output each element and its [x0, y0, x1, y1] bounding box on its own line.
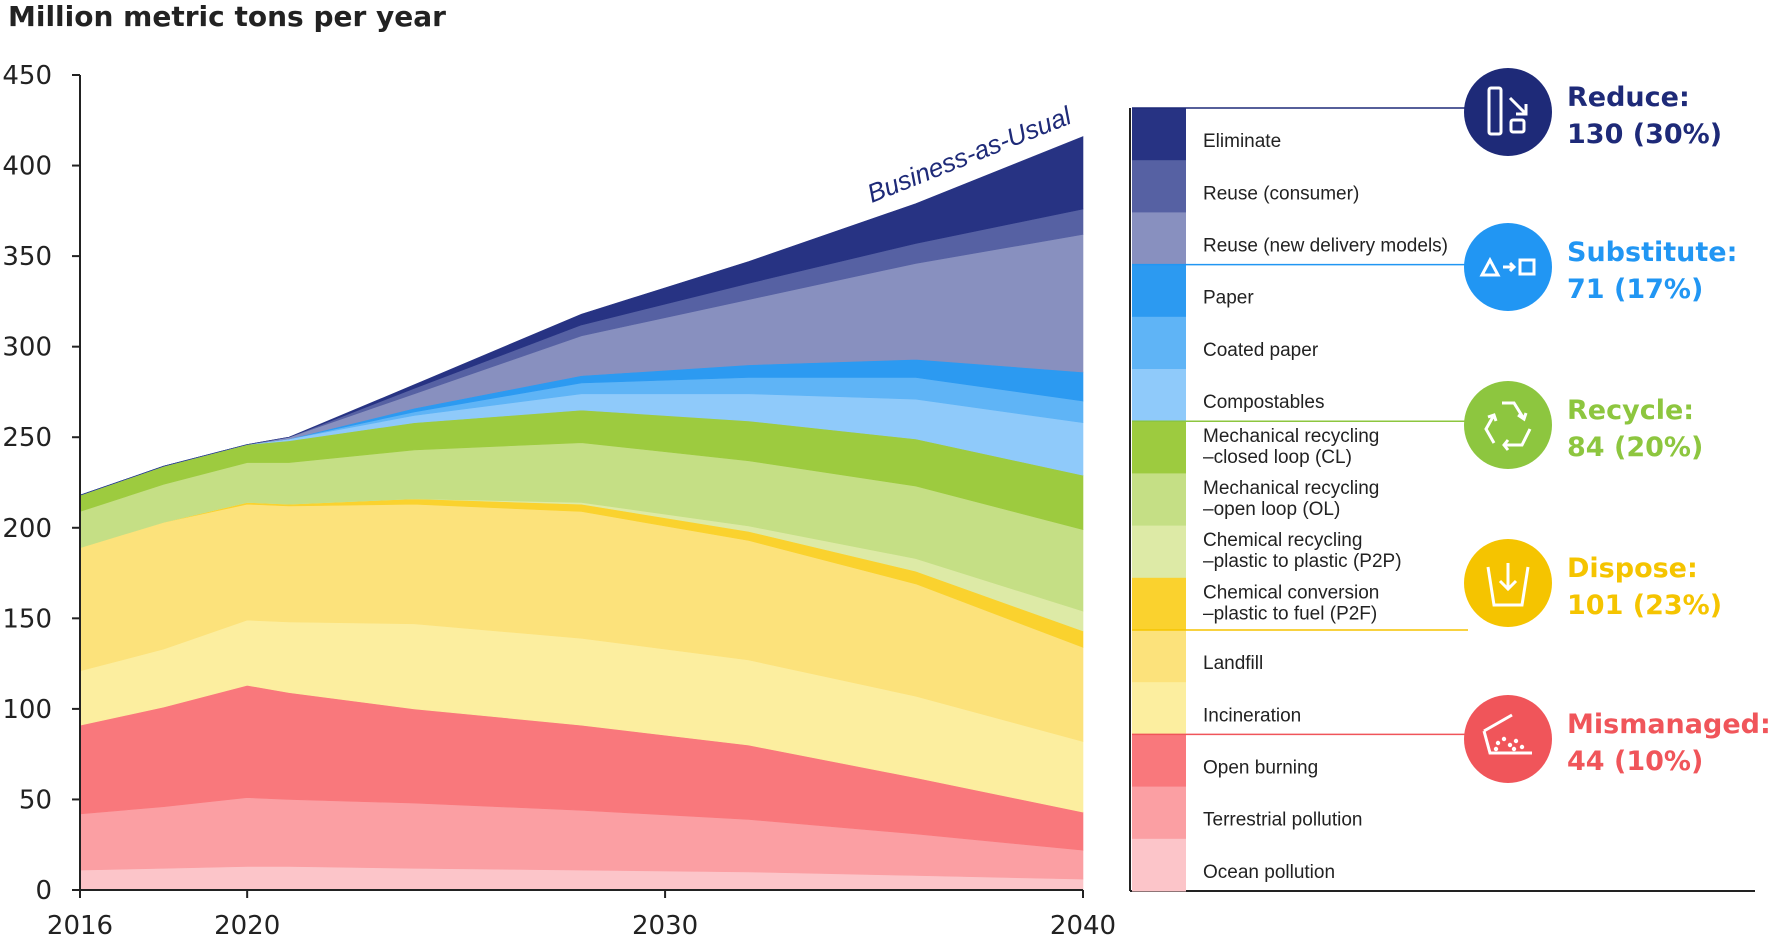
legend-swatch-chemical-recycling-plastic-to-plastic-p2p: [1132, 525, 1186, 579]
dispose-icon-glyph: [1486, 563, 1530, 607]
legend-label-terrestrial-pollution: Terrestrial pollution: [1203, 810, 1362, 831]
x-tick-label: 2030: [632, 911, 698, 941]
legend-swatch-mechanical-recycling-open-loop-ol: [1132, 473, 1186, 527]
legend-label-incineration: Incineration: [1203, 705, 1301, 726]
legend-label-landfill: Landfill: [1203, 653, 1263, 674]
legend-swatch-terrestrial-pollution: [1132, 786, 1186, 840]
legend-swatch-coated-paper: [1132, 316, 1186, 370]
legend-label-reuse-consumer: Reuse (consumer): [1203, 183, 1359, 204]
y-tick-label: 400: [2, 152, 52, 182]
legend-swatch-chemical-conversion-plastic-to-fuel-p2f: [1132, 577, 1186, 631]
legend-swatch-landfill: [1132, 630, 1186, 683]
y-tick-label: 450: [2, 61, 52, 91]
legend-swatch-reuse-new-delivery-models: [1132, 212, 1186, 266]
legend-label-coated-paper: Coated paper: [1203, 340, 1319, 361]
legend-label-paper: Paper: [1203, 288, 1254, 309]
y-tick-label: 200: [2, 514, 52, 544]
y-tick-label: 100: [2, 695, 52, 725]
legend-swatch-incineration: [1132, 682, 1186, 735]
group-label-dispose: Dispose:: [1567, 553, 1698, 584]
group-label-substitute: Substitute:: [1567, 237, 1737, 268]
x-tick-label: 2016: [47, 911, 113, 941]
legend-swatch-mechanical-recycling-closed-loop-cl: [1132, 421, 1186, 474]
group-value-dispose: 101 (23%): [1567, 590, 1722, 621]
group-value-reduce: 130 (30%): [1567, 119, 1722, 150]
area-layers: Business-as-Usual: [79, 100, 1084, 891]
legend-label-eliminate: Eliminate: [1203, 131, 1281, 152]
area-eliminate: [79, 136, 1084, 496]
category-groups: Reduce: 130 (30%) Substitute: 71 (17%) Recyc…: [1132, 68, 1771, 783]
y-tick-label: 350: [2, 242, 52, 272]
legend-label-reuse-new-delivery-models: Reuse (new delivery models): [1203, 236, 1448, 257]
group-value-recycle: 84 (20%): [1567, 432, 1703, 463]
y-tick-label: 0: [35, 876, 52, 906]
legend-label-compostables: Compostables: [1203, 392, 1324, 413]
legend-swatch-reuse-consumer: [1132, 160, 1186, 213]
legend-label-open-burning: Open burning: [1203, 758, 1318, 779]
y-tick-label: 250: [2, 423, 52, 453]
axes: 0 50 100 150 200 250 300 350 400 450 2016 2020 2030 2…: [2, 61, 1116, 941]
reduce-icon: [1464, 68, 1552, 156]
recycle-icon-glyph: [1484, 401, 1532, 451]
substitute-icon-glyph: [1479, 256, 1536, 277]
y-tick-label: 50: [19, 785, 52, 815]
legend-label-chemical-conversion-plastic-to-fuel-p2f: Chemical conversion –plastic to fuel (P2F…: [1203, 582, 1379, 624]
legend-label-ocean-pollution: Ocean pollution: [1203, 862, 1335, 883]
chart-title: Million metric tons per year: [8, 0, 446, 33]
group-label-mismanaged: Mismanaged:: [1567, 709, 1771, 740]
mismanaged-icon-glyph: [1482, 713, 1532, 755]
legend-swatch-paper: [1132, 264, 1186, 318]
group-value-substitute: 71 (17%): [1567, 274, 1703, 305]
legend-swatch-open-burning: [1132, 734, 1186, 788]
reduce-icon-glyph: [1487, 86, 1528, 136]
group-label-reduce: Reduce:: [1567, 82, 1690, 113]
y-tick-label: 150: [2, 604, 52, 634]
legend-label-mechanical-recycling-closed-loop-cl: Mechanical recycling –closed loop (CL): [1203, 426, 1379, 468]
mismanaged-icon: [1464, 695, 1552, 783]
legend: Eliminate Reuse (consumer) Reuse (new deli…: [1129, 108, 1755, 892]
legend-swatch-compostables: [1132, 369, 1186, 422]
recycle-icon: [1464, 381, 1552, 469]
x-tick-label: 2040: [1050, 911, 1116, 941]
legend-label-chemical-recycling-plastic-to-plastic-p2p: Chemical recycling –plastic to plastic (P…: [1203, 530, 1402, 572]
legend-label-mechanical-recycling-open-loop-ol: Mechanical recycling –open loop (OL): [1203, 478, 1379, 520]
legend-swatch-eliminate: [1132, 108, 1186, 161]
legend-swatch-ocean-pollution: [1132, 838, 1186, 892]
group-label-recycle: Recycle:: [1567, 395, 1694, 426]
group-value-mismanaged: 44 (10%): [1567, 746, 1703, 777]
x-tick-label: 2020: [214, 911, 280, 941]
y-tick-label: 300: [2, 333, 52, 363]
